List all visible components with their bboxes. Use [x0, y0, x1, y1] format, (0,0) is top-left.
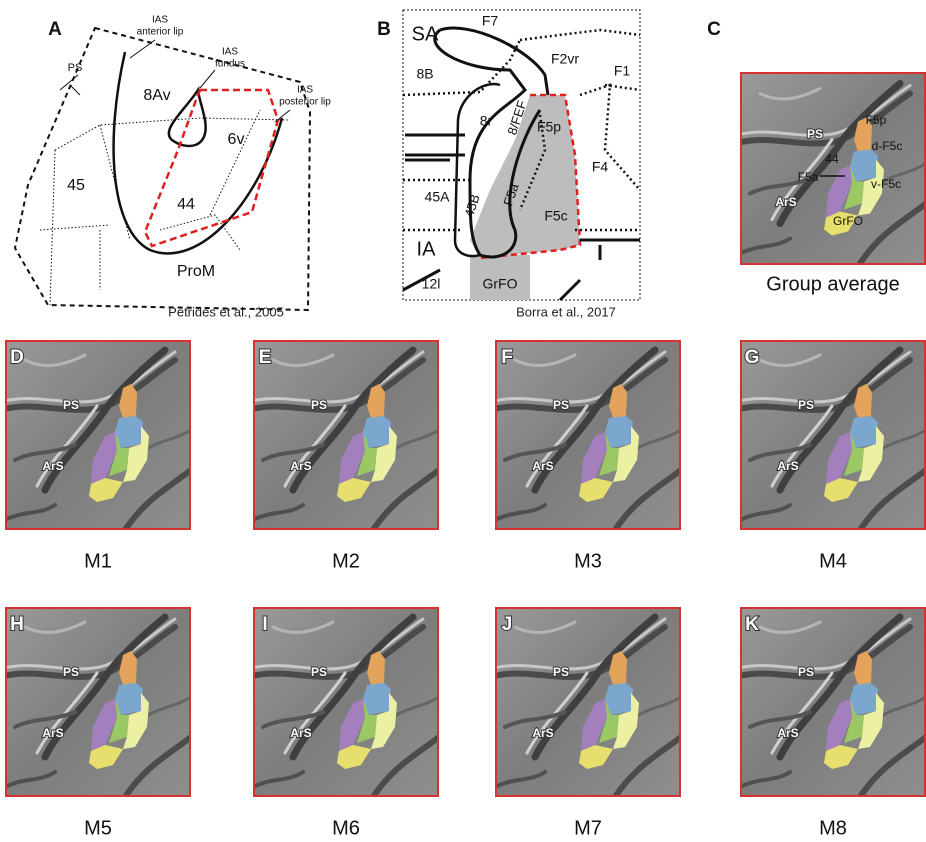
area-label: 45A: [425, 189, 451, 205]
area-label: F4: [592, 159, 609, 175]
area-label: 8Av: [143, 87, 170, 104]
area-label: SA: [412, 23, 439, 45]
caption: M3: [574, 550, 602, 572]
subject-map: [735, 340, 926, 530]
callout: IAS: [297, 85, 313, 96]
panel-frame: [740, 72, 926, 265]
panel-letter: B: [377, 19, 391, 40]
area-label: 6v: [228, 131, 245, 148]
map-label: F5a: [798, 170, 819, 184]
sulcus-label: PS: [311, 398, 327, 412]
area-label: 44: [177, 196, 195, 213]
panel-frame: [253, 607, 439, 797]
caption: M7: [574, 817, 602, 839]
sulcus-label: ArS: [532, 459, 553, 473]
map-label: 44: [825, 152, 839, 166]
panel-frame: [5, 340, 191, 530]
panel-letter: E: [259, 347, 272, 368]
map-label: ArS: [775, 195, 796, 209]
sulcus-label: PS: [311, 665, 327, 679]
caption: M1: [84, 550, 112, 572]
area-label: 45: [67, 177, 85, 194]
subject-map: [248, 340, 439, 530]
panel-frame: [5, 607, 191, 797]
area-label: 8B: [416, 66, 433, 82]
panel-frame: [740, 340, 926, 530]
callout: posterior lip: [279, 97, 331, 108]
subject-map: [248, 607, 439, 797]
caption: M6: [332, 817, 360, 839]
area-label: ProM: [177, 263, 215, 280]
callout: IAS: [152, 15, 168, 26]
area-label: F5a: [500, 181, 521, 208]
callout: anterior lip: [137, 27, 184, 38]
panel-letter: F: [501, 347, 513, 368]
map-label: PS: [807, 127, 823, 141]
area-label: F2vr: [551, 51, 579, 67]
panel-letter: C: [707, 19, 721, 40]
panel-frame: [740, 607, 926, 797]
sulcus-label: ArS: [777, 726, 798, 740]
sulcus-label: ArS: [42, 459, 63, 473]
sulcus-label: ArS: [42, 726, 63, 740]
callout: fundus: [215, 59, 245, 70]
sulcus-label: PS: [553, 665, 569, 679]
area-label: F7: [482, 13, 499, 29]
subject-map: [735, 607, 926, 797]
sulcus-label: ArS: [777, 459, 798, 473]
sulcus-label: ArS: [290, 726, 311, 740]
panel-letter: A: [48, 19, 62, 40]
area-label: F1: [614, 63, 631, 79]
panel-b-diagram: [402, 9, 641, 302]
caption: M5: [84, 817, 112, 839]
subject-map: [490, 340, 681, 530]
map-label: F5p: [866, 113, 887, 127]
subject-map: [490, 607, 681, 797]
area-label: PS: [68, 62, 83, 74]
sulcus-label: ArS: [532, 726, 553, 740]
group-average-map: [735, 74, 926, 264]
map-label: v-F5c: [871, 177, 901, 191]
caption: M8: [819, 817, 847, 839]
area-label: F5p: [537, 119, 561, 135]
panel-letter: J: [502, 614, 513, 635]
caption: M2: [332, 550, 360, 572]
sulcus-label: PS: [63, 398, 79, 412]
area-label: IA: [417, 238, 437, 260]
citation: Petrides et al., 2005: [168, 304, 284, 319]
panel-letter: H: [10, 614, 24, 635]
caption: M4: [819, 550, 847, 572]
panel-letter: G: [745, 347, 760, 368]
panel-frame: [495, 607, 681, 797]
panel-letter: I: [262, 614, 267, 635]
area-label: 12l: [422, 276, 441, 292]
panel-letter: D: [10, 347, 24, 368]
subject-map: [0, 607, 191, 797]
area-label: F5c: [544, 208, 567, 224]
subject-map: [0, 340, 191, 530]
sulcus-label: PS: [798, 398, 814, 412]
map-label: GrFO: [833, 214, 863, 228]
callout: IAS: [222, 47, 238, 58]
sulcus-label: PS: [798, 665, 814, 679]
caption: Group average: [766, 273, 899, 295]
panel-frame: [253, 340, 439, 530]
panel-frame: [495, 340, 681, 530]
sulcus-label: PS: [553, 398, 569, 412]
area-label: 8r: [480, 113, 493, 129]
area-label: 45B: [461, 192, 482, 219]
map-label: d-F5c: [872, 139, 903, 153]
panel-letter: K: [745, 614, 759, 635]
area-label: GrFO: [483, 276, 518, 292]
sulcus-label: PS: [63, 665, 79, 679]
citation: Borra et al., 2017: [516, 304, 616, 319]
sulcus-label: ArS: [290, 459, 311, 473]
panel-a-diagram: [13, 26, 312, 312]
